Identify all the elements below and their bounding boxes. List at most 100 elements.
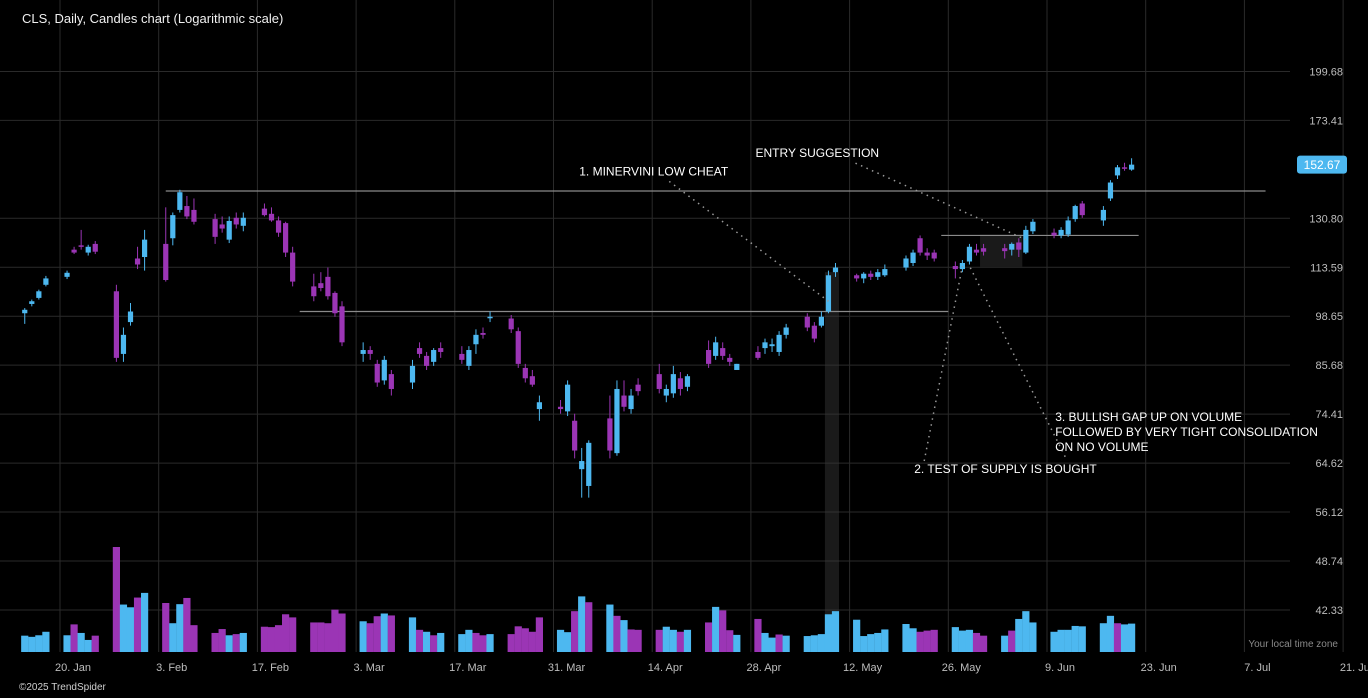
volume-bar	[916, 631, 924, 652]
volume-bar	[1057, 629, 1065, 652]
x-tick-label: 20. Jan	[55, 662, 91, 674]
candle-body	[332, 292, 338, 314]
candle-body	[635, 384, 641, 392]
annotation-connector	[668, 180, 829, 302]
volume-bar	[556, 629, 565, 652]
copyright-watermark: ©2025 TrendSpider	[19, 682, 106, 693]
candle-body	[536, 402, 542, 410]
volume-bar	[705, 622, 713, 652]
volume-bar	[662, 626, 670, 652]
candle-body	[360, 350, 366, 354]
volume-bar	[655, 629, 663, 652]
candle-body	[628, 395, 634, 410]
x-tick-label: 28. Apr	[746, 662, 781, 674]
volume-bar	[972, 632, 981, 652]
candle-body	[339, 306, 345, 343]
candle-body	[290, 252, 296, 282]
candle-body	[522, 367, 528, 379]
candle-body	[903, 258, 909, 268]
candle-body	[283, 223, 289, 253]
annotation-label: ON NO VOLUME	[1055, 440, 1148, 454]
last-price-label: 152.67	[1304, 158, 1341, 172]
volume-bar	[719, 610, 727, 652]
volume-bar	[1008, 630, 1016, 652]
candle-body	[1129, 164, 1135, 170]
x-tick-label: 23. Jun	[1141, 662, 1177, 674]
candle-body	[318, 283, 324, 289]
x-tick-label: 31. Mar	[548, 662, 586, 674]
volume-bar	[958, 630, 966, 652]
candle-body	[980, 248, 987, 252]
candle-body	[832, 267, 839, 273]
x-tick-label: 3. Feb	[156, 662, 187, 674]
candle-body	[825, 275, 832, 312]
x-tick-label: 3. Mar	[354, 662, 386, 674]
volume-bar	[28, 636, 36, 652]
volume-bar	[415, 629, 424, 652]
y-tick-label: 56.12	[1315, 507, 1343, 519]
candle-body	[875, 272, 881, 277]
volume-bar	[317, 622, 325, 652]
volume-bar	[133, 597, 142, 652]
volume-bar	[761, 632, 769, 652]
volume-bar	[1001, 635, 1009, 652]
volume-bar	[1113, 623, 1122, 652]
tight-consolidation-zone	[980, 234, 1023, 267]
candle-body	[586, 442, 592, 486]
gap-day-zone	[824, 272, 840, 643]
y-tick-label: 199.68	[1309, 66, 1343, 78]
candle-body	[1121, 167, 1128, 169]
volume-bar	[126, 607, 135, 652]
candle-body	[438, 348, 444, 352]
candle-body	[233, 217, 239, 225]
candle-body	[663, 388, 669, 396]
candle-body	[424, 355, 430, 366]
volume-bar	[754, 618, 762, 652]
candle-body	[931, 252, 937, 259]
candle-body	[381, 359, 387, 381]
volume-bar	[437, 632, 445, 652]
volume-bar	[486, 634, 494, 652]
volume-bar	[1064, 629, 1072, 652]
x-tick-label: 12. May	[843, 662, 883, 674]
candle-body	[64, 272, 70, 277]
volume-bar	[112, 547, 120, 652]
candle-body	[29, 301, 35, 304]
candle-body	[240, 217, 246, 226]
candle-body	[776, 334, 782, 352]
candle-body	[1107, 182, 1114, 199]
candle-body	[572, 420, 578, 451]
candle-body	[163, 243, 169, 281]
candle-body	[466, 350, 472, 366]
candle-body	[706, 350, 712, 364]
volume-bar	[408, 617, 417, 652]
candle-body	[473, 334, 479, 345]
candle-body	[325, 276, 331, 297]
volume-bar	[1128, 623, 1136, 652]
volume-bar	[521, 628, 529, 652]
annotation-label: FOLLOWED BY VERY TIGHT CONSOLIDATION	[1055, 425, 1318, 439]
volume-bar	[768, 637, 776, 652]
volume-bar	[479, 635, 487, 652]
candle-body	[1023, 229, 1029, 253]
candle-body	[614, 388, 620, 454]
candle-body	[607, 418, 613, 451]
volume-bar	[514, 626, 522, 652]
volume-bar	[606, 604, 614, 652]
annotation-connector	[855, 162, 1027, 241]
volume-bar	[775, 634, 783, 652]
volume-bar	[782, 635, 790, 652]
candle-body	[727, 357, 733, 362]
candle-body	[515, 331, 521, 364]
candle-body	[684, 376, 691, 387]
volume-bar	[141, 592, 149, 652]
volume-bar	[359, 621, 367, 652]
candle-body	[191, 209, 197, 222]
volume-bar	[930, 629, 938, 652]
volume-bar	[472, 632, 480, 652]
candle-body	[177, 192, 183, 210]
x-tick-label: 7. Jul	[1244, 662, 1270, 674]
volume-bar	[867, 634, 875, 652]
volume-bar	[218, 629, 226, 652]
